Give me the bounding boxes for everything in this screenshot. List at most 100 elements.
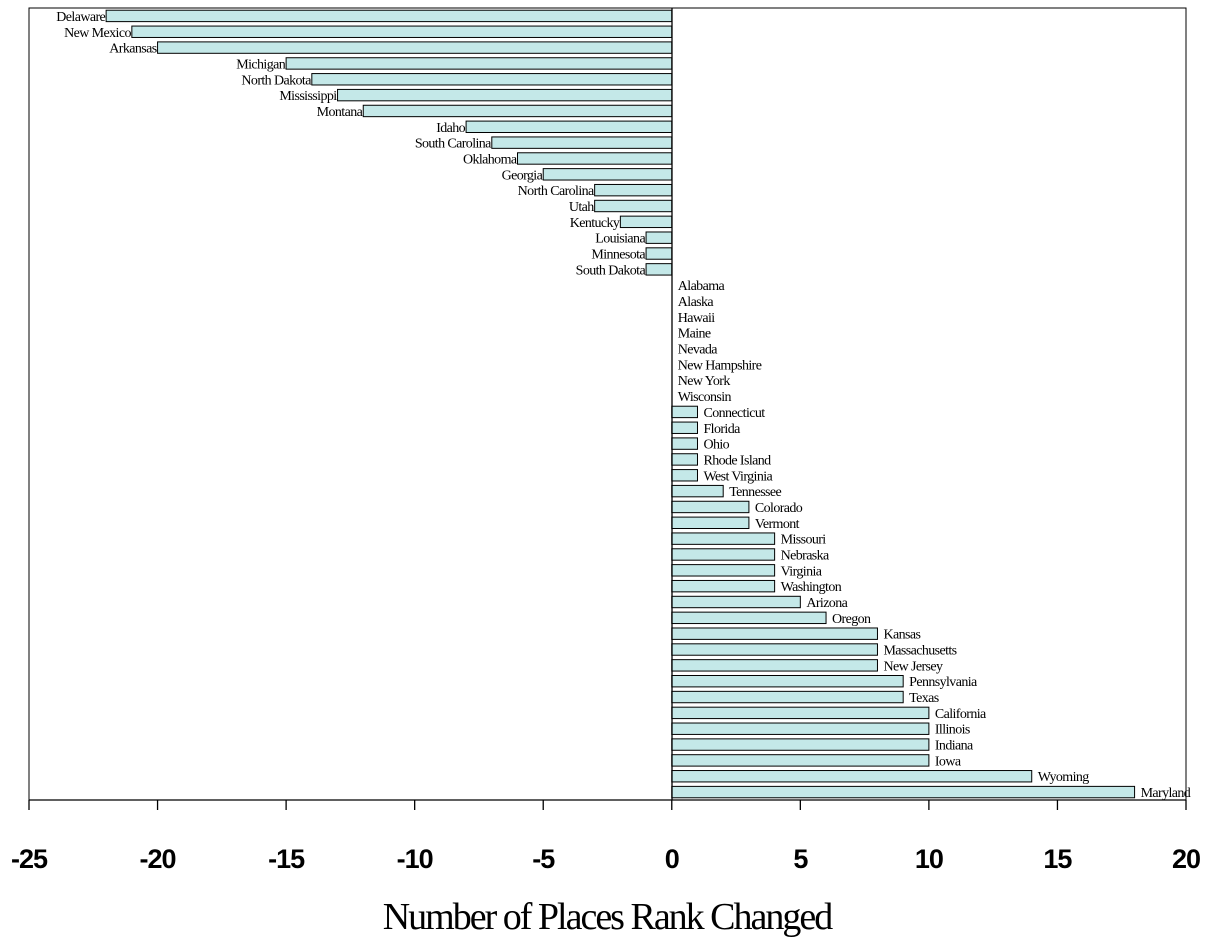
x-tick-label: 20 <box>1172 844 1200 874</box>
bar-michigan <box>285 57 673 70</box>
bar-louisiana <box>645 231 673 244</box>
label-pennsylvania: Pennsylvania <box>909 675 978 690</box>
label-florida: Florida <box>703 422 741 437</box>
bar-maryland <box>671 785 1136 799</box>
label-oklahoma: Oklahoma <box>463 152 518 167</box>
label-texas: Texas <box>909 691 939 706</box>
x-ticks-layer: -25 -20 -15 -10 -5 0 5 10 15 20 <box>11 800 1201 874</box>
label-oregon: Oregon <box>832 612 871 627</box>
label-georgia: Georgia <box>502 168 544 183</box>
bar-illinois <box>671 722 930 735</box>
label-virginia: Virginia <box>781 564 823 579</box>
label-louisiana: Louisiana <box>595 232 646 247</box>
bar-texas <box>671 690 904 704</box>
bar-virginia <box>671 564 776 577</box>
bar-mississippi <box>337 88 673 102</box>
label-michigan: Michigan <box>236 57 285 72</box>
bar-south-carolina <box>491 136 673 149</box>
label-iowa: Iowa <box>935 754 962 769</box>
bar-montana <box>362 104 673 118</box>
bar-georgia <box>542 168 673 181</box>
label-missouri: Missouri <box>781 533 827 548</box>
label-vermont: Vermont <box>755 517 800 532</box>
label-ohio: Ohio <box>703 438 729 453</box>
label-alaska: Alaska <box>678 295 715 310</box>
label-kentucky: Kentucky <box>570 216 620 231</box>
bar-nebraska <box>671 548 776 561</box>
x-tick-label: 5 <box>793 844 808 874</box>
label-delaware: Delaware <box>56 10 105 25</box>
x-tick-label: 0 <box>665 844 679 874</box>
bar-arkansas <box>157 41 673 54</box>
x-tick-label: 15 <box>1043 844 1072 874</box>
bar-iowa <box>671 754 930 767</box>
label-west-virginia: West Virginia <box>703 469 773 484</box>
x-tick-label: -20 <box>140 844 176 874</box>
label-arkansas: Arkansas <box>109 42 156 57</box>
bar-kansas <box>671 627 878 640</box>
bar-pennsylvania <box>671 674 904 688</box>
label-minnesota: Minnesota <box>591 248 646 263</box>
bar-tennessee <box>671 484 724 498</box>
bar-idaho <box>465 120 673 134</box>
label-new-hampshire: New Hampshire <box>678 358 762 373</box>
bar-rhode-island <box>671 453 698 466</box>
label-colorado: Colorado <box>755 501 803 516</box>
label-hawaii: Hawaii <box>678 311 716 326</box>
bar-missouri <box>671 532 776 545</box>
label-north-carolina: North Carolina <box>518 184 595 199</box>
label-maryland: Maryland <box>1141 786 1191 801</box>
bar-south-dakota <box>645 263 673 276</box>
bar-minnesota <box>645 247 673 260</box>
x-axis-title: Number of Places Rank Changed <box>383 896 834 938</box>
bar-california <box>671 706 930 720</box>
bar-north-dakota <box>311 73 673 86</box>
label-utah: Utah <box>569 200 594 215</box>
label-new-york: New York <box>678 374 731 389</box>
bar-new-jersey <box>671 659 878 672</box>
label-massachusetts: Massachusetts <box>883 644 956 659</box>
label-new-jersey: New Jersey <box>883 659 943 674</box>
label-idaho: Idaho <box>436 121 465 136</box>
label-maine: Maine <box>678 327 711 342</box>
label-rhode-island: Rhode Island <box>703 453 771 468</box>
bar-delaware <box>105 9 673 23</box>
label-california: California <box>935 707 987 722</box>
x-tick-label: -25 <box>11 844 48 874</box>
label-wisconsin: Wisconsin <box>678 390 732 405</box>
label-mississippi: Mississippi <box>279 89 337 104</box>
x-tick-label: -10 <box>397 844 433 874</box>
label-washington: Washington <box>781 580 842 595</box>
label-south-dakota: South Dakota <box>576 263 647 278</box>
bar-oklahoma <box>517 152 673 165</box>
label-illinois: Illinois <box>935 723 970 738</box>
label-wyoming: Wyoming <box>1038 770 1090 785</box>
x-tick-label: -5 <box>532 844 555 874</box>
bar-oregon <box>671 611 827 625</box>
bar-new-mexico <box>131 25 673 38</box>
bar-massachusetts <box>671 643 878 656</box>
bar-north-carolina <box>594 183 673 197</box>
bar-arizona <box>671 595 801 609</box>
bar-west-virginia <box>671 469 698 482</box>
label-nebraska: Nebraska <box>781 548 830 563</box>
bar-ohio <box>671 437 698 450</box>
bar-florida <box>671 421 698 434</box>
label-alabama: Alabama <box>678 279 726 294</box>
label-new-mexico: New Mexico <box>64 26 131 41</box>
bar-kentucky <box>619 215 673 229</box>
label-connecticut: Connecticut <box>703 406 765 421</box>
bar-utah <box>594 199 673 213</box>
bar-vermont <box>671 516 750 530</box>
x-tick-label: 10 <box>915 844 943 874</box>
bar-washington <box>671 579 776 593</box>
bar-connecticut <box>671 405 698 419</box>
label-south-carolina: South Carolina <box>415 137 492 152</box>
label-tennessee: Tennessee <box>729 485 781 500</box>
bars-layer <box>105 9 1136 799</box>
bar-indiana <box>671 738 930 751</box>
label-indiana: Indiana <box>935 739 974 754</box>
x-tick-label: -15 <box>268 844 305 874</box>
